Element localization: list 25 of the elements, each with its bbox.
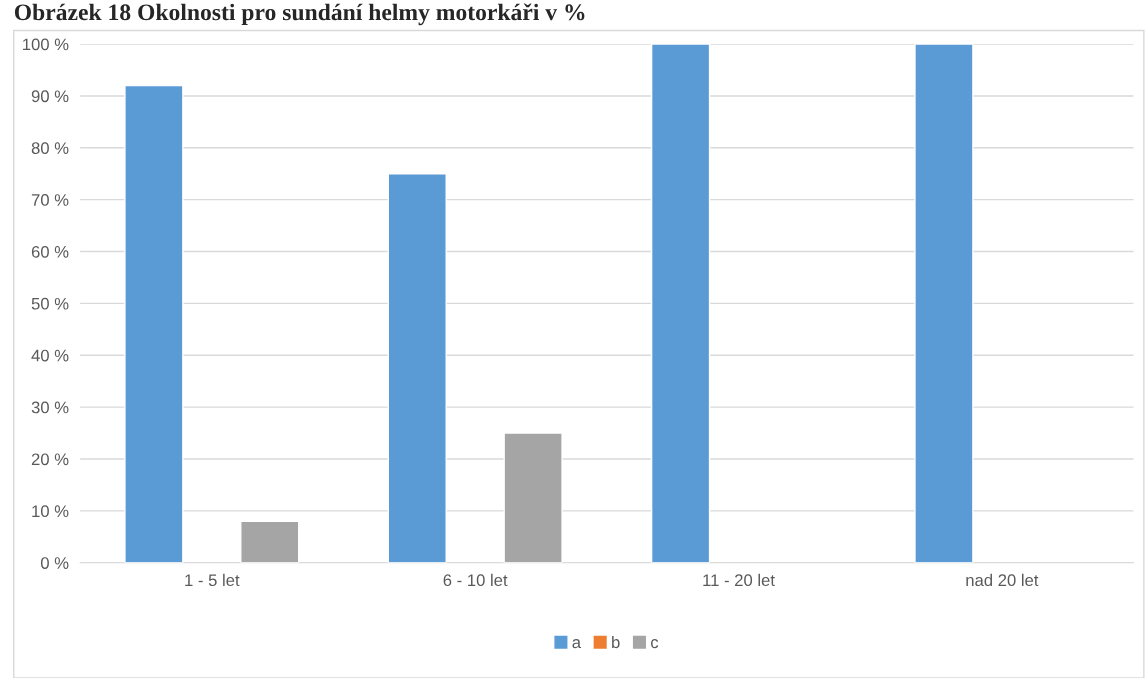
x-tick-label: 1 - 5 let (185, 573, 240, 587)
y-tick-label: 100 % (23, 38, 69, 51)
bar (650, 44, 711, 563)
legend-label: b (612, 635, 620, 649)
y-tick-label: 30 % (31, 401, 69, 414)
y-tick-label: 70 % (31, 194, 69, 206)
y-tick-label: 10 % (32, 505, 69, 518)
x-tick-label: 6 - 10 let (443, 573, 508, 587)
y-tick-label: 50 % (31, 297, 69, 310)
y-tick-label: 90 % (31, 90, 69, 103)
bar (387, 173, 447, 563)
legend-label: c (650, 639, 659, 649)
y-tick-label: 0 % (40, 557, 69, 569)
x-tick-label: 11 - 20 let (703, 573, 775, 587)
legend-label: a (572, 639, 582, 649)
y-tick-label: 80 % (31, 142, 69, 155)
bar (240, 520, 300, 563)
x-tick-label: nad 20 let (966, 573, 1039, 587)
y-tick-label: 20 % (31, 453, 69, 466)
y-tick-label: 40 % (31, 349, 69, 362)
bar (124, 84, 184, 563)
y-tick-label: 60 % (31, 245, 69, 258)
bar (914, 44, 974, 563)
bar (503, 432, 563, 563)
chart-title: Obrázek 18 Okolnosti pro sundání helmy motorkáři v % (14, 3, 585, 26)
